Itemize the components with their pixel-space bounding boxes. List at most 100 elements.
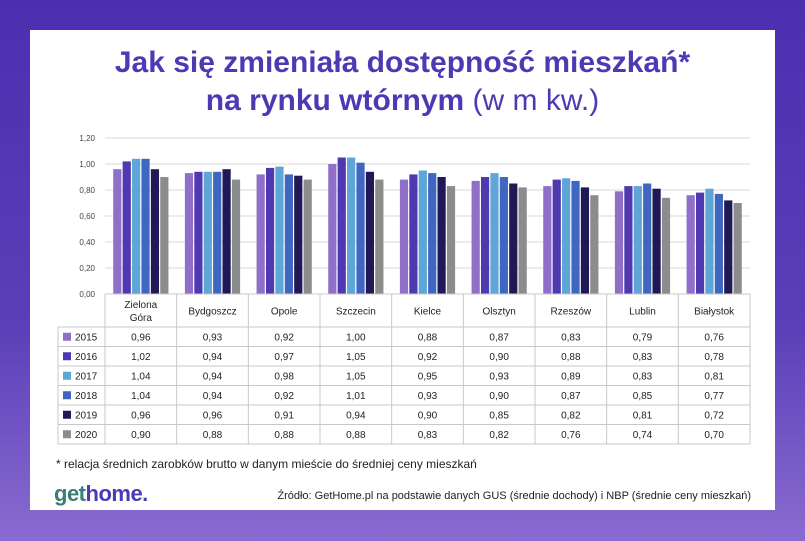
bar-2019 [365, 171, 375, 294]
data-label: 0,94 [203, 391, 223, 402]
category-label: Opole [271, 307, 298, 318]
bar-2015 [686, 195, 695, 294]
bar-2020 [303, 179, 312, 294]
bar-2018 [213, 171, 222, 294]
data-label: 0,82 [561, 410, 581, 421]
category-label: Kielce [414, 307, 442, 318]
bar-2020 [590, 195, 599, 294]
legend-label: 2018 [75, 391, 98, 402]
footnote: * relacja średnich zarobków brutto w dan… [56, 457, 477, 471]
y-tick-label: 0,20 [79, 264, 95, 273]
legend-swatch-2019 [63, 410, 71, 419]
bar-2016 [552, 179, 561, 294]
chart-title: Jak się zmieniała dostępność mieszkań* n… [30, 44, 775, 120]
data-label: 0,95 [418, 371, 438, 382]
y-tick-label: 1,00 [79, 160, 95, 169]
legend-label: 2017 [75, 371, 98, 382]
data-label: 0,85 [633, 391, 653, 402]
category-label: Rzeszów [551, 307, 592, 318]
bar-2017 [562, 178, 571, 294]
category-label: Olsztyn [482, 307, 515, 318]
gethome-logo: gethome. [54, 481, 148, 507]
bar-2016 [122, 161, 131, 294]
data-label: 0,87 [489, 332, 509, 343]
bar-2015 [614, 191, 624, 294]
bar-2019 [724, 200, 733, 294]
logo-get: get [54, 481, 86, 506]
bar-2020 [160, 177, 169, 294]
data-label: 0,74 [633, 430, 653, 441]
bar-2017 [275, 166, 284, 294]
data-label: 0,78 [704, 352, 724, 363]
bar-2017 [705, 188, 714, 294]
bar-2016 [194, 171, 203, 294]
data-label: 0,88 [203, 430, 223, 441]
data-label: 0,81 [704, 371, 724, 382]
bar-2016 [409, 174, 418, 294]
legend-swatch-2016 [63, 352, 71, 361]
bar-2019 [437, 177, 446, 294]
bar-2015 [184, 173, 194, 294]
bar-2018 [571, 180, 580, 294]
data-label: 0,94 [203, 371, 223, 382]
bar-2018 [141, 158, 150, 294]
data-label: 0,76 [704, 332, 724, 343]
data-label: 0,90 [131, 430, 151, 441]
bar-2019 [294, 175, 303, 294]
legend-label: 2019 [75, 410, 98, 421]
bar-2019 [509, 183, 518, 294]
data-label: 0,83 [561, 332, 581, 343]
data-label: 0,88 [418, 332, 438, 343]
data-label: 0,83 [633, 352, 653, 363]
y-tick-label: 1,20 [79, 134, 95, 143]
bar-2017 [203, 171, 212, 294]
y-tick-label: 0,60 [79, 212, 95, 221]
y-tick-label: 0,40 [79, 238, 95, 247]
category-label: Lublin [629, 307, 656, 318]
bar-2019 [652, 188, 661, 294]
bar-2016 [265, 167, 275, 294]
data-label: 0,94 [203, 352, 223, 363]
data-label: 1,04 [131, 371, 151, 382]
bar-2019 [150, 169, 160, 294]
bar-2020 [375, 179, 384, 294]
bar-2020 [446, 186, 456, 294]
logo-home: home. [85, 481, 149, 506]
title-line-1: Jak się zmieniała dostępność mieszkań* [114, 46, 691, 79]
bar-2018 [356, 162, 365, 294]
data-label: 0,89 [561, 371, 581, 382]
bar-2015 [328, 164, 337, 294]
data-label: 0,96 [131, 410, 151, 421]
data-label: 0,88 [561, 352, 581, 363]
y-tick-label: 0,80 [79, 186, 95, 195]
data-label: 0,70 [704, 430, 724, 441]
bar-2020 [518, 187, 527, 294]
bar-2017 [418, 170, 427, 294]
category-label: Zielona [124, 300, 157, 311]
data-label: 0,92 [274, 332, 294, 343]
bar-chart-with-data-table: 0,00 0,20 0,40 0,60 0,80 1,00 1,20 Zielona Góra B… [57, 134, 751, 445]
legend-swatch-2018 [63, 391, 71, 400]
data-label: 1,00 [346, 332, 366, 343]
title-line-2: na rynku wtórnym (w m kw.) [30, 82, 775, 120]
legend-swatch-2017 [63, 371, 71, 380]
bar-2018 [643, 183, 652, 294]
bar-2015 [543, 186, 552, 294]
data-label: 0,82 [489, 430, 509, 441]
data-label: 1,05 [346, 371, 366, 382]
bar-2016 [695, 192, 705, 294]
bar-2017 [132, 158, 141, 294]
data-label: 0,92 [418, 352, 438, 363]
bar-2017 [490, 173, 499, 294]
data-label: 0,98 [274, 371, 294, 382]
bar-2018 [428, 173, 437, 294]
data-label: 0,91 [274, 410, 294, 421]
data-label: 1,02 [131, 352, 151, 363]
bar-2020 [733, 203, 742, 294]
legend-swatch-2020 [63, 430, 71, 439]
legend-swatch-2015 [63, 332, 71, 341]
bar-2018 [284, 174, 293, 294]
data-label: 0,93 [203, 332, 223, 343]
data-label: 0,83 [418, 430, 438, 441]
data-label: 0,72 [704, 410, 724, 421]
